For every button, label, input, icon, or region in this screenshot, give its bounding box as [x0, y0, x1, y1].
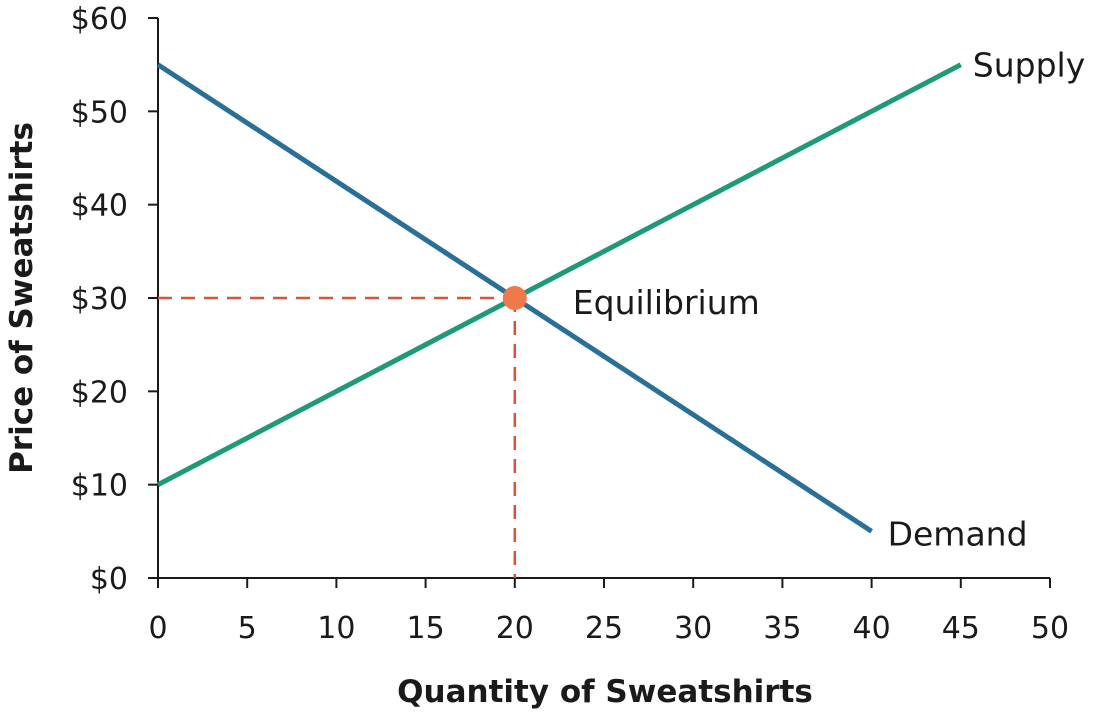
y-tick-label: $50	[71, 95, 128, 130]
x-tick-label: 25	[585, 611, 623, 646]
equilibrium-label: Equilibrium	[573, 283, 760, 322]
x-tick-label: 50	[1031, 611, 1069, 646]
x-tick-label: 30	[674, 611, 712, 646]
demand-label: Demand	[888, 514, 1028, 553]
equilibrium-point	[502, 286, 527, 310]
x-tick-label: 0	[148, 611, 167, 646]
x-tick-label: 20	[496, 611, 534, 646]
y-ticks: $0 $10 $20 $30 $40 $50 $60	[71, 2, 158, 597]
y-tick-label: $40	[71, 189, 128, 224]
series-labels: Supply Demand Equilibrium	[573, 46, 1085, 554]
y-tick-label: $60	[71, 2, 128, 37]
x-tick-label: 15	[407, 611, 445, 646]
series-lines	[156, 62, 962, 534]
y-axis-title: Price of Sweatshirts	[4, 122, 40, 474]
x-tick-label: 40	[853, 611, 891, 646]
supply-label: Supply	[973, 46, 1085, 85]
y-tick-label: $0	[90, 562, 128, 597]
x-tick-label: 45	[942, 611, 980, 646]
x-tick-label: 35	[763, 611, 801, 646]
x-ticks: 0 5 10 15 20 25 30 35 40 45 50	[148, 578, 1069, 646]
equilibrium-guides	[158, 296, 517, 578]
x-tick-label: 10	[317, 611, 355, 646]
x-axis-title: Quantity of Sweatshirts	[397, 674, 813, 710]
x-tick-label: 5	[238, 611, 257, 646]
y-tick-label: $20	[71, 375, 128, 410]
y-tick-label: $10	[71, 469, 128, 504]
y-tick-label: $30	[71, 282, 128, 317]
supply-line	[156, 62, 962, 487]
